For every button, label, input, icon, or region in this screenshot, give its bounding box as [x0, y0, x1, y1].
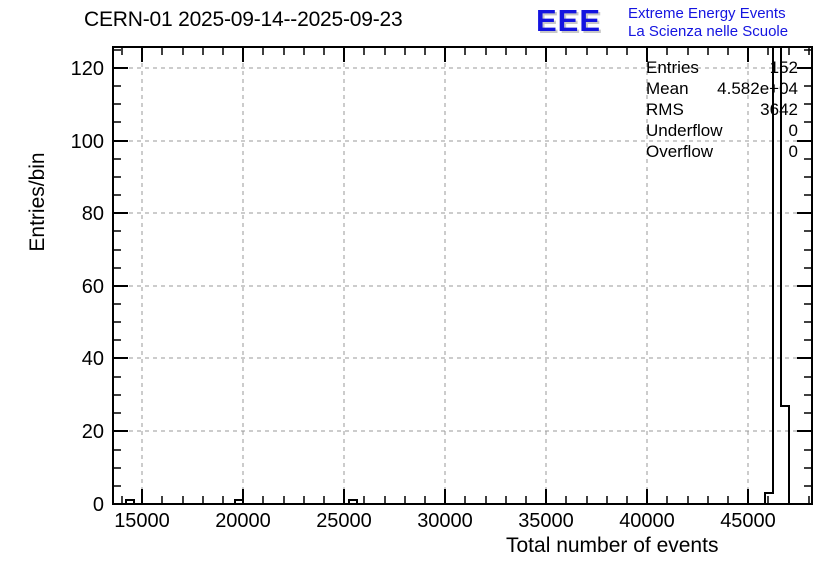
stats-label-underflow: Underflow — [646, 121, 723, 140]
stats-row-mean: Mean 4.582e+04 — [646, 79, 798, 100]
y-tick-label-0: 0 — [92, 494, 104, 516]
y-tick-label-40: 40 — [81, 348, 104, 370]
stats-value-entries: 152 — [769, 58, 798, 77]
x-tick-label-45000: 45000 — [720, 510, 776, 532]
x-tick-label-30000: 30000 — [417, 510, 473, 532]
y-tick-label-20: 20 — [81, 421, 104, 443]
y-axis-label: Entries/bin — [26, 152, 49, 252]
stats-label-rms: RMS — [646, 100, 684, 119]
eee-logo: EEE Extreme Energy Events La Scienza nel… — [536, 2, 836, 42]
stats-label-entries: Entries — [646, 58, 699, 77]
x-axis-ticks — [121, 489, 810, 504]
stats-label-mean: Mean — [646, 79, 689, 98]
stats-value-mean: 4.582e+04 — [717, 79, 798, 98]
x-axis-ticks-top — [121, 47, 810, 62]
y-axis-ticks-right — [797, 49, 812, 505]
y-tick-label-100: 100 — [70, 131, 104, 153]
y-tick-label-120: 120 — [70, 58, 104, 80]
eee-logo-mark: EEE — [536, 3, 602, 38]
eee-logo-line2: La Scienza nelle Scuole — [628, 23, 789, 40]
eee-logo-line1: Extreme Energy Events — [628, 5, 786, 22]
stats-row-overflow: Overflow 0 — [646, 142, 798, 163]
y-tick-label-60: 60 — [81, 276, 104, 298]
stats-row-entries: Entries 152 — [646, 58, 798, 79]
x-tick-label-15000: 15000 — [114, 510, 170, 532]
axis-frame — [112, 46, 813, 505]
stats-value-underflow: 0 — [788, 121, 798, 140]
x-tick-label-40000: 40000 — [619, 510, 675, 532]
x-tick-label-25000: 25000 — [316, 510, 372, 532]
y-axis-ticks — [113, 49, 128, 505]
stats-box: Entries 152 Mean 4.582e+04 RMS 3642 Unde… — [646, 58, 798, 163]
stats-row-rms: RMS 3642 — [646, 100, 798, 121]
histogram-trace — [113, 46, 812, 505]
page-title: CERN-01 2025-09-14--2025-09-23 — [84, 8, 403, 31]
y-tick-label-80: 80 — [81, 203, 104, 225]
stats-value-rms: 3642 — [760, 100, 798, 119]
x-axis-label: Total number of events — [506, 534, 719, 557]
stats-row-underflow: Underflow 0 — [646, 121, 798, 142]
stats-value-overflow: 0 — [788, 142, 798, 161]
x-tick-label-20000: 20000 — [215, 510, 271, 532]
x-tick-label-35000: 35000 — [518, 510, 574, 532]
stats-label-overflow: Overflow — [646, 142, 714, 161]
